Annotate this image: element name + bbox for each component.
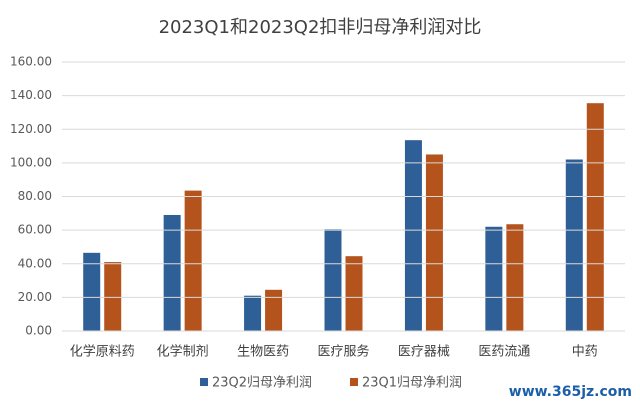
x-tick-label: 医药流通 xyxy=(478,345,530,360)
bar xyxy=(184,190,202,331)
y-tick-label: 80.00 xyxy=(18,189,52,203)
y-tick-label: 140.00 xyxy=(10,88,52,102)
x-tick-label: 医疗器械 xyxy=(398,345,450,360)
bar xyxy=(586,103,604,331)
legend-swatch xyxy=(350,378,358,386)
bar xyxy=(244,295,262,331)
bar xyxy=(163,214,181,331)
legend-swatch xyxy=(200,378,208,386)
bar xyxy=(345,256,363,331)
bar xyxy=(104,262,122,331)
bar xyxy=(506,224,524,331)
y-tick-label: 60.00 xyxy=(18,223,52,237)
bar xyxy=(83,252,101,331)
y-tick-label: 120.00 xyxy=(10,122,52,136)
x-tick-label: 中药 xyxy=(572,345,598,360)
chart-title: 2023Q1和2023Q2扣非归母净利润对比 xyxy=(159,17,482,38)
bar xyxy=(565,159,583,331)
y-tick-label: 40.00 xyxy=(18,256,52,270)
y-tick-label: 100.00 xyxy=(10,155,52,169)
bar xyxy=(404,140,422,331)
bar xyxy=(324,229,342,331)
y-tick-label: 0.00 xyxy=(25,324,52,338)
bar xyxy=(425,154,443,331)
legend-label: 23Q2归母净利润 xyxy=(212,376,312,391)
x-tick-label: 化学原料药 xyxy=(70,344,135,360)
bar xyxy=(265,289,283,331)
watermark: www.365jz.com xyxy=(509,384,632,400)
legend-label: 23Q1归母净利润 xyxy=(362,376,462,391)
x-tick-label: 生物医药 xyxy=(237,345,289,360)
x-tick-label: 医疗服务 xyxy=(317,344,369,360)
y-tick-label: 160.00 xyxy=(10,55,52,69)
bar xyxy=(485,226,503,331)
x-tick-label: 化学制剂 xyxy=(157,344,209,360)
y-tick-label: 20.00 xyxy=(18,290,52,304)
